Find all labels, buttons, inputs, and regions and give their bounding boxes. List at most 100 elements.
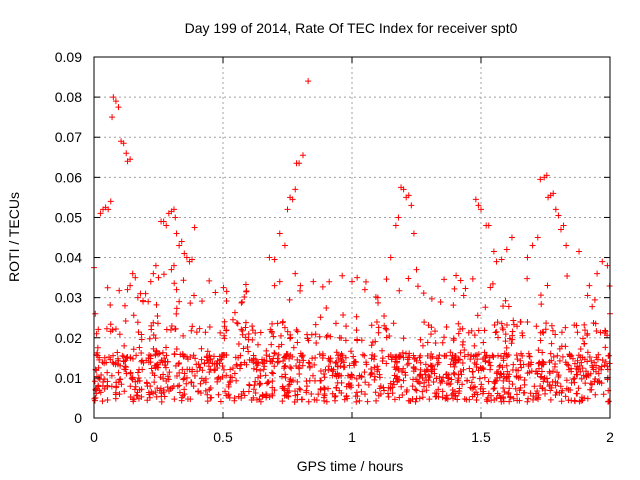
data-point — [136, 344, 143, 351]
data-point — [241, 392, 248, 399]
data-point — [129, 376, 136, 383]
data-point — [578, 359, 585, 366]
data-point — [491, 322, 498, 329]
data-point — [296, 385, 303, 392]
data-point — [294, 339, 301, 346]
data-point — [312, 377, 319, 384]
data-point — [95, 326, 102, 333]
data-point — [274, 320, 281, 327]
data-point — [160, 375, 167, 382]
data-point — [423, 387, 430, 394]
data-point — [493, 258, 500, 265]
data-point — [353, 389, 360, 396]
data-point — [371, 373, 378, 380]
data-point — [138, 349, 145, 356]
data-point — [500, 303, 507, 310]
data-point — [432, 328, 439, 335]
data-point — [320, 384, 327, 391]
data-point — [437, 299, 444, 306]
data-point — [586, 282, 593, 289]
data-point — [245, 388, 252, 395]
data-point — [335, 352, 342, 359]
data-point — [154, 320, 161, 327]
data-point — [563, 242, 570, 249]
data-point — [475, 327, 482, 334]
data-point — [147, 278, 154, 285]
data-point — [436, 373, 443, 380]
data-point — [303, 383, 310, 390]
data-point — [280, 358, 287, 365]
data-point — [412, 398, 419, 405]
data-point — [331, 393, 338, 400]
data-point — [238, 394, 245, 401]
data-point — [343, 383, 350, 390]
data-point — [404, 356, 411, 363]
data-point — [456, 356, 463, 363]
data-point — [285, 383, 292, 390]
data-point — [547, 387, 554, 394]
data-point — [531, 383, 538, 390]
data-point — [412, 386, 419, 393]
data-point — [600, 391, 607, 398]
data-point — [514, 323, 521, 330]
data-point — [109, 114, 116, 121]
data-point — [506, 371, 513, 378]
data-point — [252, 378, 259, 385]
data-point — [91, 378, 98, 385]
data-point — [264, 379, 271, 386]
data-point — [303, 389, 310, 396]
data-point — [229, 374, 236, 381]
data-point — [472, 383, 479, 390]
data-point — [204, 391, 211, 398]
data-point — [300, 357, 307, 364]
data-point — [253, 396, 260, 403]
data-point — [193, 329, 200, 336]
data-point — [503, 362, 510, 369]
data-point — [579, 354, 586, 361]
data-point — [537, 292, 544, 299]
data-point — [104, 378, 111, 385]
data-point — [145, 389, 152, 396]
data-point — [225, 392, 232, 399]
data-point — [544, 379, 551, 386]
data-point — [101, 376, 108, 383]
data-point — [552, 382, 559, 389]
data-point — [399, 391, 406, 398]
data-point — [292, 388, 299, 395]
data-point — [246, 381, 253, 388]
data-point — [294, 391, 301, 398]
data-point — [338, 390, 345, 397]
data-point — [97, 210, 104, 217]
data-point — [470, 374, 477, 381]
data-point — [419, 342, 426, 349]
data-point — [413, 266, 420, 273]
x-tick-label: 0.5 — [213, 429, 233, 445]
data-point — [558, 389, 565, 396]
data-point — [490, 248, 497, 255]
data-point — [443, 323, 450, 330]
data-point — [298, 352, 305, 359]
data-point — [385, 393, 392, 400]
data-point — [235, 393, 242, 400]
data-point — [533, 368, 540, 375]
data-point — [190, 383, 197, 390]
data-point — [241, 294, 248, 301]
data-point — [431, 370, 438, 377]
data-point — [309, 372, 316, 379]
data-point — [221, 323, 228, 330]
data-point — [207, 385, 214, 392]
data-point — [435, 386, 442, 393]
data-point — [455, 377, 462, 384]
data-point — [289, 196, 296, 203]
data-point — [133, 392, 140, 399]
data-point — [217, 356, 224, 363]
data-point — [164, 373, 171, 380]
data-point — [293, 362, 300, 369]
data-point — [563, 377, 570, 384]
data-point — [379, 357, 386, 364]
data-point — [283, 350, 290, 357]
data-point — [448, 392, 455, 399]
y-tick-label: 0.02 — [55, 330, 82, 346]
data-point — [338, 351, 345, 358]
data-point — [457, 277, 464, 284]
